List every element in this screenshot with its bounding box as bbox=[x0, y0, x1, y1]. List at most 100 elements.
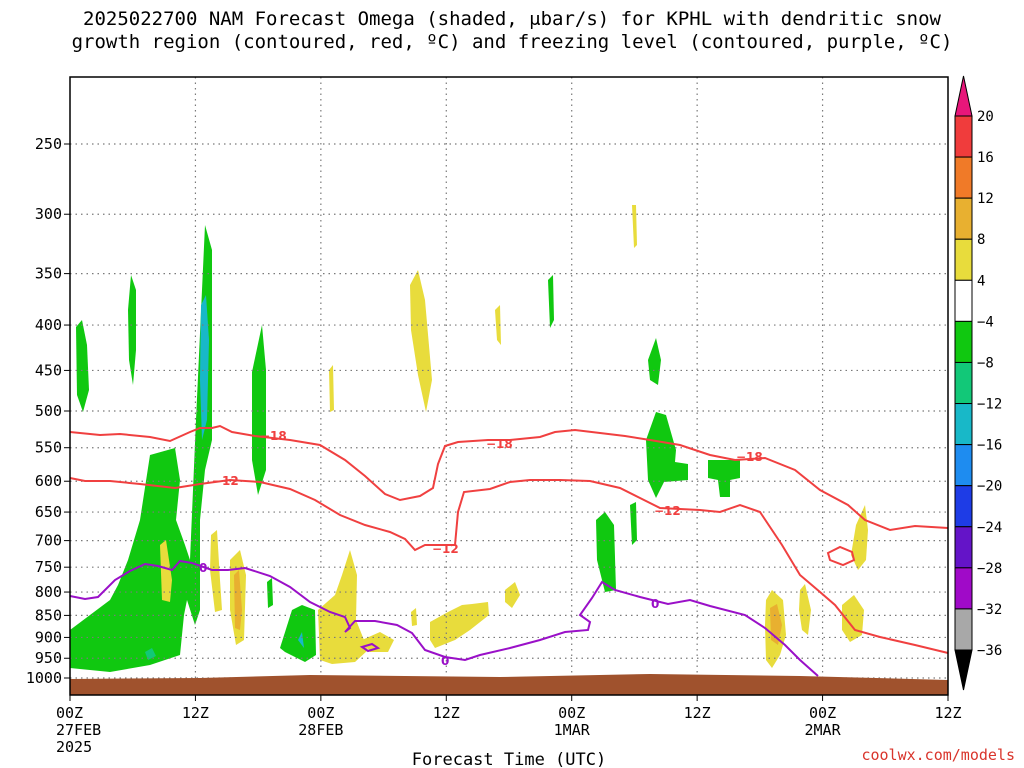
omega-blob-yellow bbox=[495, 305, 501, 345]
title-line-1: 2025022700 NAM Forecast Omega (shaded, μ… bbox=[83, 8, 941, 30]
colorbar-swatch bbox=[954, 444, 973, 487]
y-tick-label: 650 bbox=[35, 503, 62, 521]
omega-blob-cyan bbox=[298, 632, 304, 648]
x-tick-year: 2025 bbox=[56, 738, 92, 756]
omega-blob-yellow bbox=[799, 584, 811, 635]
contour-label-zero: 0 bbox=[651, 597, 659, 611]
colorbar-label: 4 bbox=[977, 273, 985, 289]
y-tick-label: 350 bbox=[35, 265, 62, 283]
colorbar: 20 16 12 8 4 −4 −8 −12 −16 −20 −24 −28 −32 −36 bbox=[954, 75, 1002, 691]
contour-zero bbox=[69, 559, 819, 677]
omega-blob-green bbox=[548, 275, 554, 328]
omega-blob-yellow bbox=[430, 602, 489, 648]
contour-minus18 bbox=[69, 424, 949, 532]
x-tick-date: 1MAR bbox=[554, 721, 591, 739]
x-tick-date: 27FEB bbox=[56, 721, 101, 739]
colorbar-swatch bbox=[954, 361, 973, 405]
chart-title: 2025022700 NAM Forecast Omega (shaded, μ… bbox=[0, 8, 1024, 54]
colorbar-label: 12 bbox=[977, 191, 994, 207]
colorbar-label: −32 bbox=[977, 602, 1002, 618]
colorbar-label: −4 bbox=[977, 314, 994, 330]
x-axis-label: Forecast Time (UTC) bbox=[412, 750, 606, 768]
omega-blob-green bbox=[646, 412, 688, 498]
colorbar-top-triangle bbox=[954, 75, 973, 117]
plot-frame bbox=[69, 76, 949, 696]
credit-text: coolwx.com/models bbox=[861, 746, 1015, 764]
contour-label-minus12: −12 bbox=[654, 504, 681, 518]
colorbar-swatch bbox=[954, 403, 973, 446]
contour-labels: −18 −18 −18 −12 −12 −12 0 0 0 bbox=[199, 429, 763, 668]
omega-blob-cyan bbox=[200, 295, 209, 440]
y-tick-label: 950 bbox=[35, 649, 62, 667]
omega-blob-green bbox=[267, 578, 273, 608]
colorbar-label: −16 bbox=[977, 438, 1002, 454]
colorbar-swatch bbox=[954, 156, 973, 199]
omega-blob-green bbox=[708, 460, 740, 497]
contour-label-minus18: −18 bbox=[260, 429, 287, 443]
y-tick-label: 1000 bbox=[26, 669, 62, 687]
omega-blob-cyan bbox=[145, 648, 156, 660]
omega-blob-yellow bbox=[318, 550, 368, 664]
x-tick-label: 12Z bbox=[182, 704, 209, 722]
x-tick-label: 12Z bbox=[934, 704, 961, 722]
colorbar-label: 16 bbox=[977, 150, 994, 166]
omega-blob-green bbox=[596, 512, 616, 592]
colorbar-label: −12 bbox=[977, 397, 1002, 413]
omega-blob-yellow bbox=[411, 608, 417, 626]
colorbar-label: −20 bbox=[977, 479, 1002, 495]
y-tick-label: 550 bbox=[35, 439, 62, 457]
omega-shading bbox=[70, 205, 868, 672]
omega-blob-green bbox=[70, 225, 212, 672]
contour-label-minus12: −12 bbox=[432, 542, 459, 556]
y-tick-label: 300 bbox=[35, 205, 62, 223]
contour-minus12 bbox=[69, 477, 949, 654]
x-tick-label: 00Z bbox=[809, 704, 836, 722]
contour-minus12-loop bbox=[826, 545, 856, 567]
x-tick-date: 28FEB bbox=[298, 721, 343, 739]
omega-blob-green bbox=[128, 275, 136, 385]
colorbar-label: −28 bbox=[977, 561, 1002, 577]
colorbar-swatch bbox=[954, 115, 973, 158]
contour-label-minus12: −12 bbox=[212, 474, 239, 488]
colorbar-swatch bbox=[954, 567, 973, 610]
dgz-contours bbox=[69, 424, 949, 654]
freezing-level-contour bbox=[69, 559, 819, 677]
colorbar-swatch bbox=[954, 608, 973, 651]
x-tick-label: 00Z bbox=[307, 704, 334, 722]
x-tick-label: 00Z bbox=[56, 704, 83, 722]
omega-blob-green bbox=[252, 325, 266, 495]
omega-blob-green bbox=[648, 338, 661, 385]
y-tick-label: 800 bbox=[35, 583, 62, 601]
x-tick-date: 2MAR bbox=[805, 721, 842, 739]
omega-blob-yellow bbox=[505, 582, 520, 608]
contour-label-minus18: −18 bbox=[486, 437, 513, 451]
y-tick-label: 900 bbox=[35, 628, 62, 646]
x-tick-label: 12Z bbox=[684, 704, 711, 722]
colorbar-swatch bbox=[954, 238, 973, 281]
omega-blob-green bbox=[630, 502, 637, 545]
omega-blob-yellow bbox=[329, 365, 334, 412]
y-tick-label: 450 bbox=[35, 361, 62, 379]
grid-lines bbox=[70, 77, 948, 695]
omega-blob-yellow bbox=[410, 270, 432, 412]
x-tick-label: 00Z bbox=[558, 704, 585, 722]
colorbar-label: −8 bbox=[977, 355, 994, 371]
contour-zero-loop bbox=[359, 642, 381, 653]
y-tick-label: 500 bbox=[35, 402, 62, 420]
colorbar-swatch bbox=[954, 279, 973, 322]
omega-blob-yellow bbox=[851, 505, 868, 570]
colorbar-label: −36 bbox=[977, 643, 1002, 659]
colorbar-swatch bbox=[954, 197, 973, 240]
colorbar-label: 20 bbox=[977, 109, 994, 125]
y-tick-label: 850 bbox=[35, 606, 62, 624]
y-axis: 250 300 350 400 450 500 550 600 650 700 750 800 850 9… bbox=[26, 135, 70, 687]
colorbar-label: 8 bbox=[977, 232, 985, 248]
terrain bbox=[70, 674, 948, 695]
omega-blob-yellow bbox=[362, 632, 394, 652]
y-tick-label: 700 bbox=[35, 532, 62, 550]
y-tick-label: 400 bbox=[35, 316, 62, 334]
colorbar-swatch bbox=[954, 320, 973, 363]
contour-label-minus18: −18 bbox=[736, 450, 763, 464]
colorbar-swatch bbox=[954, 526, 973, 569]
